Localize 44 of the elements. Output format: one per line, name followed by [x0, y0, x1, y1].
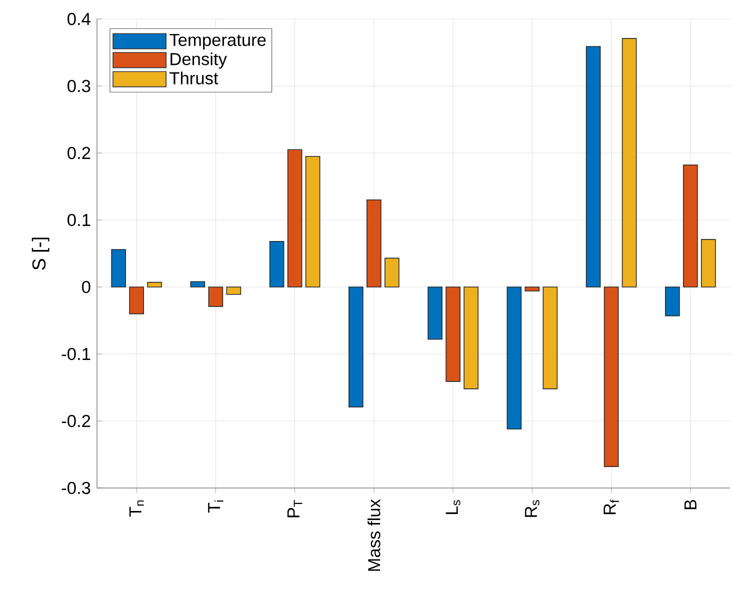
x-tick-label: T$_{i}$	[208, 500, 224, 513]
bar	[665, 286, 680, 316]
bar	[190, 281, 206, 288]
y-tick-label: 0	[82, 280, 90, 294]
bar	[147, 282, 162, 288]
bar	[348, 286, 364, 408]
bar	[366, 199, 382, 288]
y-tick-label: -0.2	[62, 414, 90, 428]
x-tick-label: Mass flux	[368, 499, 380, 571]
x-tick-label: T$_{n}$	[129, 500, 144, 517]
bar	[524, 286, 540, 292]
y-tick-label: 0.2	[68, 146, 90, 160]
bar	[305, 156, 320, 288]
bar	[542, 286, 558, 390]
bar	[506, 286, 522, 430]
bar	[384, 258, 400, 288]
x-tick-label: R$_{s}$	[524, 500, 540, 517]
bar	[269, 241, 284, 288]
bar	[586, 46, 601, 288]
y-tick-label: -0.3	[62, 482, 90, 494]
bar	[287, 149, 302, 288]
x-tick-label: R$_{f}$	[604, 500, 619, 514]
bar	[701, 239, 716, 288]
legend-label: Temperature	[170, 34, 266, 50]
bar	[683, 164, 698, 288]
x-tick-label: B	[684, 500, 696, 510]
x-tick-label: P$_{T}$	[287, 500, 302, 518]
bar	[622, 38, 637, 288]
y-tick-label: 0.3	[68, 80, 90, 92]
x-tick-label: L$_{s}$	[446, 500, 460, 514]
bar	[111, 249, 126, 288]
y-axis-title: S [-]	[32, 238, 50, 270]
bar	[208, 286, 224, 307]
y-tick-label: -0.1	[62, 348, 90, 360]
bar	[428, 286, 442, 340]
bar	[604, 286, 619, 467]
y-tick-label: 0.1	[68, 214, 90, 226]
bar	[129, 286, 144, 314]
legend-label: Density	[170, 52, 227, 69]
bar	[446, 286, 460, 382]
y-tick-label: 0.4	[68, 12, 90, 26]
bar	[226, 286, 242, 295]
legend-label: Thrust	[170, 72, 218, 84]
bar	[464, 286, 478, 390]
